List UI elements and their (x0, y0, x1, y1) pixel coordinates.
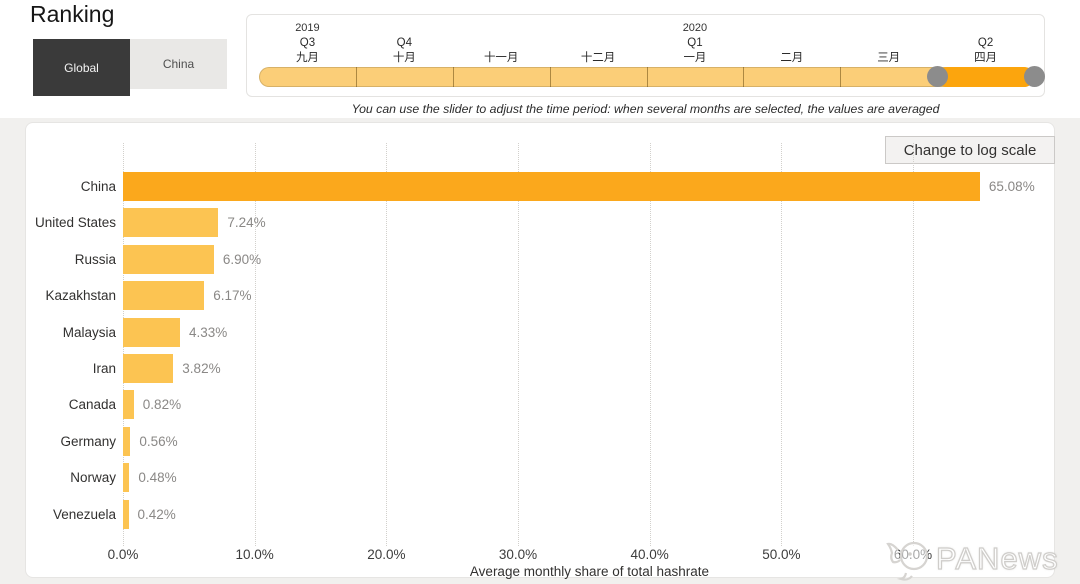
slider-month-label: 三月 (877, 52, 901, 64)
gridline (649, 143, 651, 546)
bar-value-label: 0.56% (139, 433, 178, 449)
slider-month-label: 二月 (780, 52, 804, 64)
slider-year-label (453, 21, 550, 36)
country-label: Russia (74, 251, 116, 267)
gridline (254, 143, 256, 546)
bar-value-label: 6.17% (213, 288, 252, 304)
panews-logo-icon (886, 541, 929, 581)
page-title: Ranking (30, 1, 115, 27)
slider-quarter-label (550, 36, 647, 51)
gridline (913, 143, 915, 546)
bar-value-label: 7.24% (227, 215, 266, 231)
bar-value-label: 4.33% (189, 324, 228, 340)
x-axis-tick-label: 50.0% (762, 547, 801, 562)
slider-quarter-label (453, 36, 550, 51)
panews-watermark-text: PANews (935, 540, 1059, 576)
slider-quarter-label: Q3 (299, 37, 316, 49)
slider-month-label: 十一月 (483, 52, 519, 64)
hashrate-bar[interactable] (123, 208, 219, 238)
slider-help-text: You can use the slider to adjust the tim… (351, 102, 940, 116)
hashrate-bar[interactable] (123, 172, 980, 201)
slider-month-label: 十月 (392, 52, 416, 64)
hashrate-chart-card: Change to log scale 0.0% 10.0% 20.0% 30.0% 4… (25, 122, 1055, 579)
slider-quarter-label: Q4 (396, 37, 412, 49)
slider-segment-label: Q2 四月 (937, 21, 1034, 66)
slider-right-handle[interactable] (1023, 66, 1045, 87)
country-label: Kazakhstan (45, 288, 116, 304)
slider-month-label: 九月 (295, 52, 319, 64)
x-axis-tick-label: 30.0% (498, 547, 538, 562)
slider-quarter-label: Q1 (687, 37, 703, 49)
bar-value-label: 65.08% (988, 179, 1035, 194)
slider-segment-label: 三月 (840, 21, 937, 66)
hashrate-bar[interactable] (123, 281, 205, 311)
slider-segment-label: 2019 Q3 九月 (259, 21, 356, 66)
slider-year-label (550, 21, 647, 36)
slider-year-label (840, 21, 937, 36)
slider-segment-label: 2020 Q1 一月 (647, 21, 744, 66)
slider-year-label: 2020 (682, 22, 708, 34)
country-label: Norway (70, 470, 116, 486)
slider-segment-divider (549, 67, 551, 87)
x-axis-tick-label: 0.0% (107, 547, 139, 562)
gridline (781, 143, 783, 546)
slider-year-label (937, 21, 1034, 36)
slider-segment-divider (743, 67, 745, 87)
slider-segment-label: 二月 (743, 21, 840, 66)
x-axis-tick-label: 20.0% (367, 547, 406, 562)
toggle-china-button[interactable]: China (130, 39, 227, 89)
slider-segment-label: 十二月 (550, 21, 647, 66)
hashrate-bar[interactable] (123, 354, 174, 383)
hashrate-bar[interactable] (123, 317, 180, 347)
bar-value-label: 6.90% (222, 251, 262, 267)
slider-selected-range[interactable] (937, 67, 1034, 87)
slider-segment-divider (355, 67, 357, 87)
gridline (386, 143, 388, 546)
slider-quarter-label (840, 36, 937, 51)
bar-value-label: 0.82% (142, 397, 182, 413)
bar-value-label: 0.42% (137, 506, 176, 522)
hashrate-bar[interactable] (123, 244, 214, 274)
slider-segment-divider (646, 67, 648, 87)
slider-year-label (356, 21, 453, 36)
slider-year-label: 2019 (295, 22, 320, 34)
x-axis-tick-label: 10.0% (235, 547, 274, 562)
country-label: Germany (60, 433, 116, 449)
country-label: Canada (68, 397, 116, 413)
slider-month-label: 一月 (683, 52, 707, 64)
slider-quarter-label (743, 36, 840, 51)
slider-segment-label: Q4 十月 (356, 21, 453, 66)
panews-watermark: PANews (884, 537, 1059, 581)
slider-segment-label: 十一月 (453, 21, 550, 66)
slider-quarter-label: Q2 (977, 37, 994, 49)
hashrate-bar[interactable] (123, 463, 130, 493)
x-axis-tick-label: 40.0% (630, 547, 669, 562)
slider-segment-divider (840, 67, 842, 87)
hashrate-bar[interactable] (123, 426, 131, 456)
slider-month-label: 十二月 (580, 52, 616, 64)
x-axis-title: Average monthly share of total hashrate (469, 564, 710, 579)
hashrate-bar[interactable] (123, 499, 129, 529)
log-scale-button[interactable]: Change to log scale (885, 136, 1055, 164)
slider-left-handle[interactable] (926, 66, 948, 87)
bar-value-label: 0.48% (138, 470, 177, 486)
time-slider-card: 2019 Q3 九月 Q4 十月 十一月 十二月 2020 Q1 一月 二月 三月 Q2 四月 (246, 14, 1045, 97)
slider-segment-divider (452, 67, 454, 87)
slider-year-label (743, 21, 840, 36)
country-label: Venezuela (52, 506, 116, 522)
gridline (518, 143, 519, 546)
hashrate-bar[interactable] (123, 390, 134, 420)
country-label: China (80, 179, 116, 194)
bar-value-label: 3.82% (182, 361, 221, 376)
country-label: United States (34, 215, 116, 231)
country-label: Malaysia (62, 324, 116, 340)
slider-month-label: 四月 (974, 52, 998, 64)
country-label: Iran (92, 361, 116, 376)
toggle-global-button[interactable]: Global (33, 39, 130, 96)
